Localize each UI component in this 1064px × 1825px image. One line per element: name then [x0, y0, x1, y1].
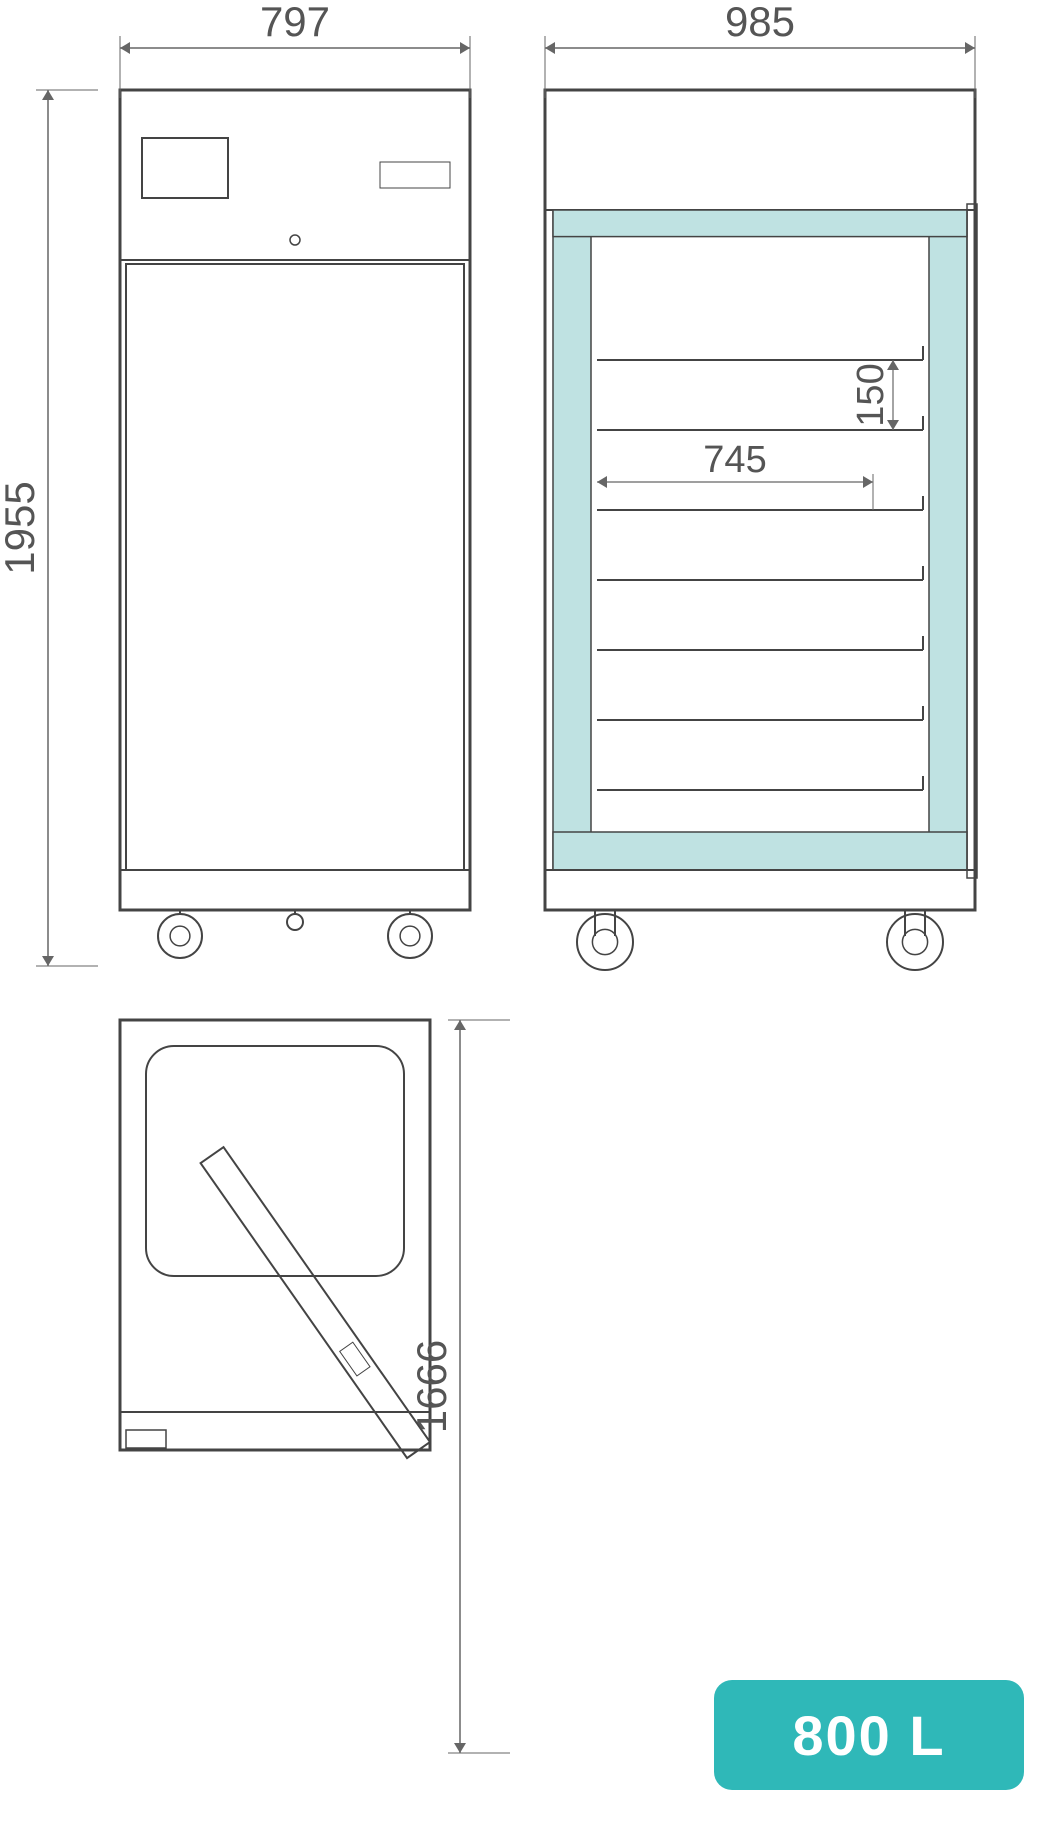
- svg-text:1955: 1955: [0, 481, 43, 574]
- side-section-view: [545, 90, 977, 970]
- top-view: [120, 1020, 430, 1458]
- svg-text:797: 797: [260, 0, 330, 45]
- front-view: [120, 90, 470, 958]
- svg-text:150: 150: [850, 363, 892, 426]
- capacity-text: 800 L: [792, 1703, 945, 1768]
- svg-text:745: 745: [703, 439, 766, 481]
- svg-text:985: 985: [725, 0, 795, 45]
- capacity-badge: 800 L: [714, 1680, 1024, 1790]
- svg-text:1666: 1666: [408, 1340, 455, 1433]
- technical-drawing: 797 1955 150 745 985 1666: [0, 0, 1064, 1825]
